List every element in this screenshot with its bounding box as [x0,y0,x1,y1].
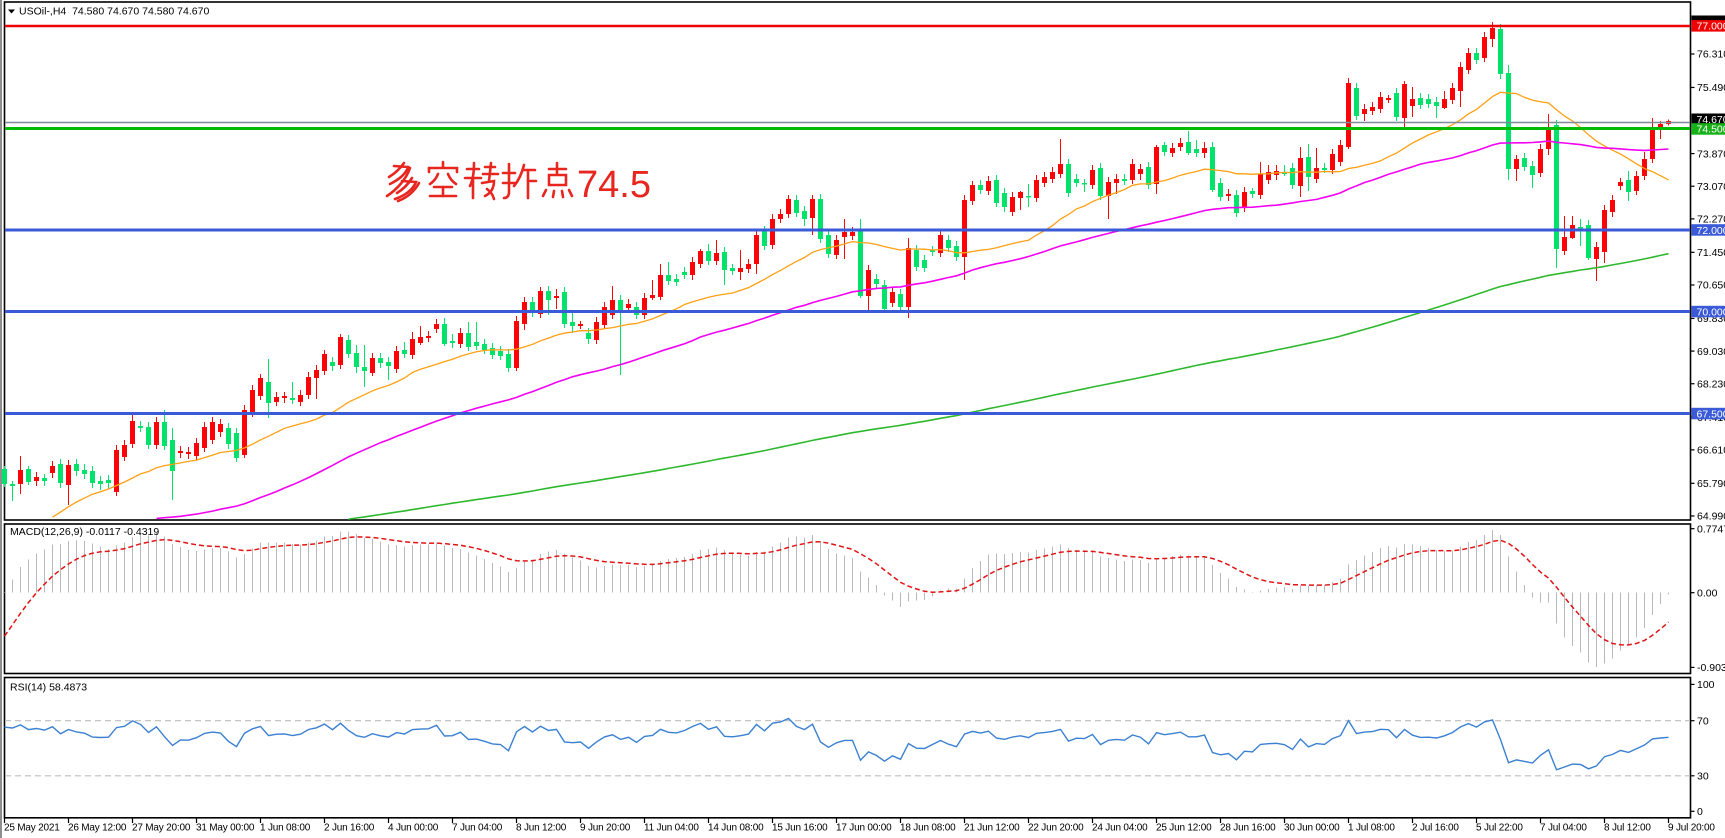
svg-text:30: 30 [1697,771,1709,783]
svg-text:76.310: 76.310 [1697,49,1725,61]
svg-text:21 Jun 12:00: 21 Jun 12:00 [964,823,1020,834]
svg-text:70.000: 70.000 [1697,306,1725,318]
svg-text:31 May 00:00: 31 May 00:00 [196,823,255,834]
svg-text:71.450: 71.450 [1697,247,1725,259]
svg-text:68.230: 68.230 [1697,378,1725,390]
svg-text:72.000: 72.000 [1697,225,1725,237]
svg-text:USOil-,H4 74.580 74.670 74.58: USOil-,H4 74.580 74.670 74.580 74.670 [19,6,209,18]
svg-text:64.990: 64.990 [1697,511,1725,523]
svg-text:MACD(12,26,9) -0.0117 -0.4319: MACD(12,26,9) -0.0117 -0.4319 [10,526,159,538]
svg-text:8 Jun 12:00: 8 Jun 12:00 [516,823,567,834]
svg-text:25 Jun 12:00: 25 Jun 12:00 [1156,823,1212,834]
svg-text:66.610: 66.610 [1697,445,1725,457]
svg-text:75.490: 75.490 [1697,82,1725,94]
svg-text:74.670: 74.670 [1697,114,1725,126]
svg-text:2 Jun 16:00: 2 Jun 16:00 [324,823,375,834]
svg-text:0.7747: 0.7747 [1697,523,1725,535]
svg-text:70: 70 [1697,715,1709,727]
svg-text:74.500: 74.500 [1697,124,1725,136]
svg-text:65.790: 65.790 [1697,478,1725,490]
svg-text:4 Jun 00:00: 4 Jun 00:00 [388,823,439,834]
svg-text:74.5: 74.5 [577,164,651,206]
svg-text:0: 0 [1697,806,1703,818]
svg-text:9 Jun 20:00: 9 Jun 20:00 [580,823,631,834]
svg-text:18 Jun 08:00: 18 Jun 08:00 [900,823,956,834]
svg-text:1 Jul 08:00: 1 Jul 08:00 [1348,823,1395,834]
svg-text:24 Jun 04:00: 24 Jun 04:00 [1092,823,1148,834]
svg-text:27 May 20:00: 27 May 20:00 [132,823,191,834]
svg-text:69.030: 69.030 [1697,346,1725,358]
svg-text:14 Jun 08:00: 14 Jun 08:00 [708,823,764,834]
svg-text:17 Jun 00:00: 17 Jun 00:00 [836,823,892,834]
svg-text:100: 100 [1697,679,1715,691]
svg-text:15 Jun 16:00: 15 Jun 16:00 [772,823,828,834]
svg-text:72.270: 72.270 [1697,214,1725,226]
svg-text:26 May 12:00: 26 May 12:00 [68,823,127,834]
svg-text:30 Jun 00:00: 30 Jun 00:00 [1284,823,1340,834]
svg-text:1 Jun 08:00: 1 Jun 08:00 [260,823,311,834]
svg-text:70.650: 70.650 [1697,280,1725,292]
svg-text:-0.9034: -0.9034 [1697,662,1725,674]
svg-text:73.870: 73.870 [1697,148,1725,160]
svg-text:28 Jun 16:00: 28 Jun 16:00 [1220,823,1276,834]
svg-text:25 May 2021: 25 May 2021 [4,823,60,834]
svg-text:RSI(14) 58.4873: RSI(14) 58.4873 [10,682,87,694]
svg-text:0.00: 0.00 [1697,587,1718,599]
svg-text:67.500: 67.500 [1697,408,1725,420]
svg-text:11 Jun 04:00: 11 Jun 04:00 [644,823,699,834]
svg-text:5 Jul 22:00: 5 Jul 22:00 [1476,823,1523,834]
svg-text:7 Jul 04:00: 7 Jul 04:00 [1540,823,1587,834]
svg-text:77.000: 77.000 [1697,21,1725,33]
svg-text:2 Jul 16:00: 2 Jul 16:00 [1412,823,1459,834]
svg-text:9 Jul 20:00: 9 Jul 20:00 [1668,823,1715,834]
svg-text:22 Jun 20:00: 22 Jun 20:00 [1028,823,1084,834]
svg-text:7 Jun 04:00: 7 Jun 04:00 [452,823,503,834]
svg-text:8 Jul 12:00: 8 Jul 12:00 [1604,823,1651,834]
svg-text:73.070: 73.070 [1697,181,1725,193]
